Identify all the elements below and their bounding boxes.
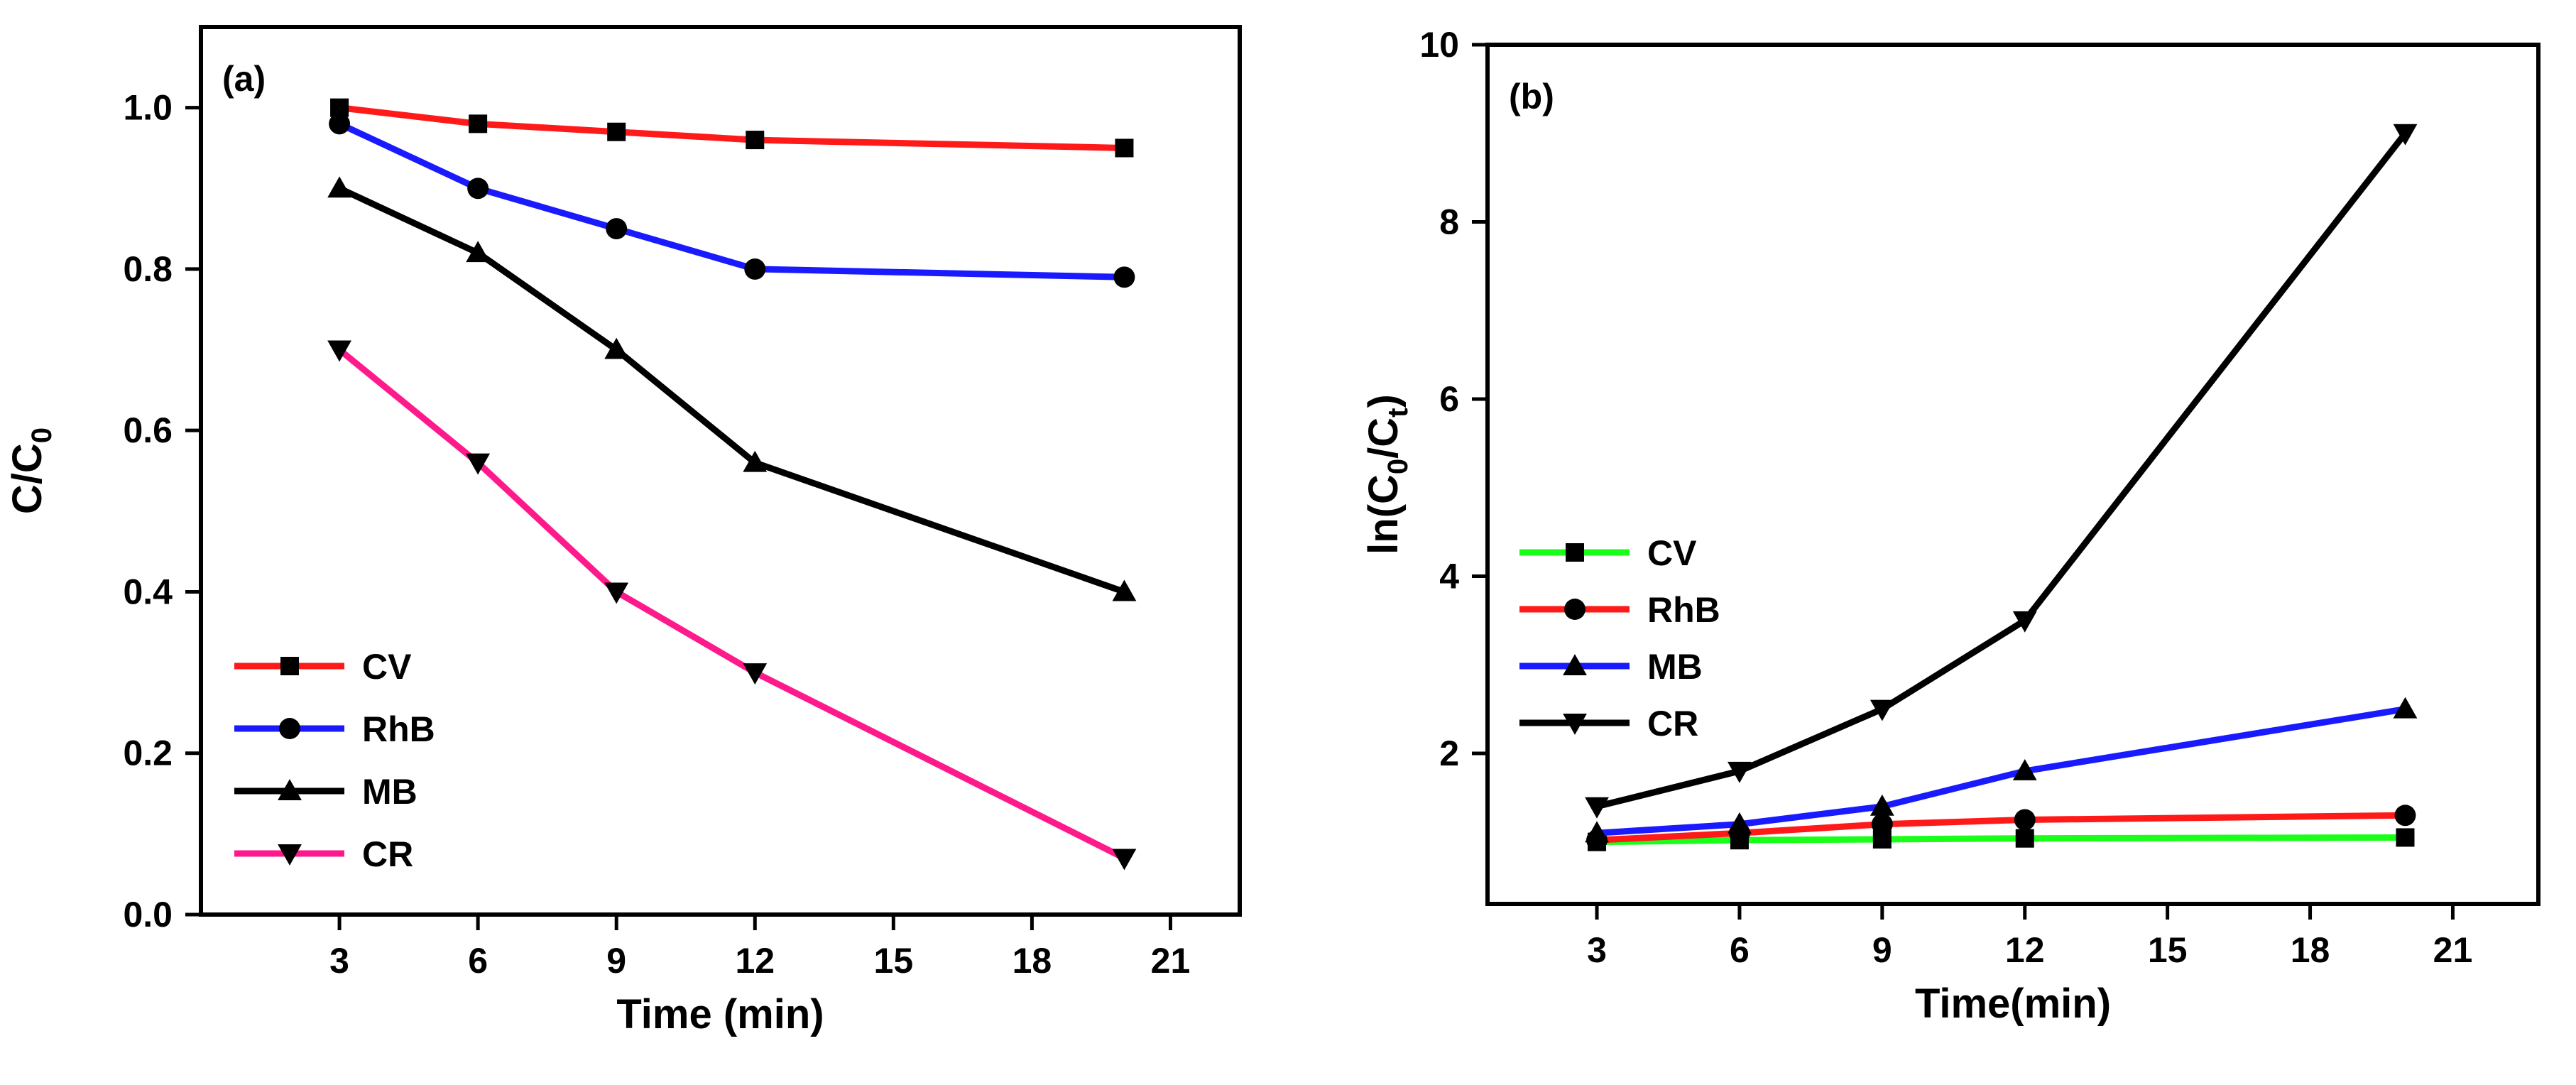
panel-a-series-rhb-point: [329, 113, 351, 135]
panel-a-chart: 3 6 9 12 15 18 21 0.0 0.2 0.4 0.6 0.8 1.0 Time (min) C…: [4, 25, 1242, 1037]
panel-b-y-tick-label: 6: [1439, 379, 1459, 419]
label-part: ): [1360, 394, 1407, 408]
panel-a-y-tick-label: 0.4: [123, 572, 173, 611]
panel-b-x-tick-label: 15: [2148, 930, 2188, 970]
panel-a-series-mb-point: [743, 450, 768, 472]
panel-a-series-mb-line: [338, 185, 1125, 595]
panel-a-x-tick-label: 18: [1013, 941, 1052, 981]
panel-a-series-cr-point: [327, 340, 351, 362]
panel-a-series-mb-point: [327, 176, 351, 198]
panel-b-legend-rhb-label: RhB: [1647, 590, 1720, 630]
panel-a-series-cr-point: [1112, 849, 1137, 871]
panel-a-y-tick-label: 0.0: [123, 895, 173, 934]
panel-b-series-cv-line: [1596, 834, 2406, 846]
panel-b-series-rhb-point: [2394, 805, 2416, 827]
panel-b-series-cv-point: [2396, 828, 2415, 847]
panel-a-series-rhb-point: [467, 178, 489, 200]
panel-a-series-cv-point: [1115, 138, 1134, 158]
panel-a-series-cr-point: [604, 582, 629, 604]
panel-a-x-axis-title: Time (min): [616, 991, 824, 1037]
panel-a-series-mb-point: [466, 241, 491, 263]
panel-a-legend-mb-label: MB: [362, 772, 417, 812]
panel-b-x-tick-label: 9: [1872, 930, 1892, 970]
panel-b-legend-mb-label: MB: [1647, 647, 1703, 687]
panel-a-series-cv-point: [607, 122, 626, 141]
panel-b-series-cr-point: [1728, 761, 1752, 783]
panel-b-legend-cv-label: CV: [1647, 533, 1697, 573]
panel-b-y-tick-label: 10: [1419, 25, 1459, 65]
panel-b-panel-label: (b): [1509, 77, 1554, 116]
panel-a-series-cr-line: [337, 347, 1126, 861]
panel-a-y-axis-title: C/C0: [4, 427, 58, 514]
panel-b-series-mb-point: [2393, 697, 2418, 719]
panel-a-legend-cr-label: CR: [362, 834, 413, 874]
subscript: 0: [26, 427, 58, 443]
panel-b-x-tick-label: 18: [2291, 930, 2330, 970]
panel-a-legend-cv-marker: [280, 657, 299, 675]
subscript: t: [1382, 408, 1414, 418]
panel-a-plot-frame: [199, 25, 1242, 917]
panel-b-series-cr-line: [1595, 131, 2408, 810]
panel-b-legend-cr-label: CR: [1647, 704, 1698, 743]
panel-a-series-rhb-point: [606, 218, 628, 240]
panel-b-series-mb-point: [1870, 794, 1894, 816]
panel-b-x-axis-title: Time(min): [1915, 981, 2111, 1027]
panel-b-y-tick-label: 8: [1439, 202, 1459, 241]
panel-b-series-cr-point: [2393, 124, 2418, 146]
panel-b-legend-cv-marker: [1566, 543, 1584, 562]
panel-a-series-mb-point: [1112, 579, 1137, 601]
panel-a-series-cr-point: [743, 663, 768, 685]
panel-a-x-tick-label: 21: [1151, 941, 1191, 981]
panel-a-y-tick-label: 1.0: [123, 88, 173, 128]
panel-a-x-tick-label: 12: [735, 941, 775, 981]
panel-b-y-axis-title: ln(C0/Ct): [1360, 394, 1414, 555]
panel-a-y-tick-label: 0.8: [123, 249, 173, 289]
panel-b-x-tick-label: 3: [1587, 930, 1607, 970]
panel-a-x-tick-label: 3: [329, 941, 349, 981]
panel-b-series-mb-point: [1585, 821, 1609, 843]
label-part: /C: [1360, 418, 1407, 459]
panel-a-y-tick-label: 0.2: [123, 734, 173, 773]
panel-b-y-tick-label: 2: [1439, 734, 1459, 773]
panel-a-series-cv-point: [746, 131, 765, 150]
panel-b-x-tick-label: 6: [1730, 930, 1750, 970]
panel-a-legend-rhb-label: RhB: [362, 709, 435, 749]
panel-b-series-cr-point: [1585, 797, 1609, 819]
panel-a-y-tick-label: 0.6: [123, 410, 173, 450]
panel-a-x-tick-label: 9: [606, 941, 626, 981]
panel-b-series-rhb-point: [1871, 813, 1893, 835]
label-part: C/C: [4, 443, 50, 514]
panel-a-legend-rhb-marker: [279, 718, 300, 739]
panel-b-series-mb-point: [2012, 758, 2037, 780]
panel-b-x-tick-label: 12: [2005, 930, 2045, 970]
panel-a-legend-mb-marker: [278, 779, 302, 800]
panel-b-legend-cr-marker: [1563, 714, 1587, 735]
panel-a-panel-label: (a): [222, 59, 266, 99]
panel-b-series-rhb-point: [2014, 809, 2036, 831]
panel-a-series-cv-line: [339, 104, 1125, 151]
panel-a-legend-cv-label: CV: [362, 647, 412, 687]
panel-b-series-cr-point: [1870, 699, 1894, 721]
subscript: 0: [1382, 459, 1414, 474]
panel-a-series-mb-point: [604, 337, 629, 359]
panel-b-chart: 3 6 9 12 15 18 21246810Time(min)ln(C0/Ct)(b)CV…: [1360, 25, 2540, 1027]
panel-a-x-tick-label: 6: [468, 941, 488, 981]
panel-b-legend-rhb-marker: [1564, 599, 1586, 620]
panel-a-series-rhb-point: [744, 258, 766, 280]
panel-b-series-cr-point: [2012, 611, 2037, 633]
panel-a-series-cv-point: [469, 114, 488, 133]
panel-a-legend-cr-marker: [278, 844, 302, 866]
panel-b-series-mb-point: [1728, 812, 1752, 834]
panel-a-series-rhb-point: [1113, 266, 1135, 288]
panel-b-plot-frame: [1485, 43, 2540, 906]
panel-a-x-tick-label: 15: [874, 941, 914, 981]
panel-b-x-tick-label: 21: [2433, 930, 2473, 970]
panel-b-y-tick-label: 4: [1439, 556, 1459, 596]
label-part: ln(C: [1360, 474, 1407, 555]
panel-b-series-cv-point: [2015, 829, 2034, 848]
panel-b-legend-mb-marker: [1563, 654, 1587, 675]
panel-a-series-cr-point: [466, 453, 491, 475]
